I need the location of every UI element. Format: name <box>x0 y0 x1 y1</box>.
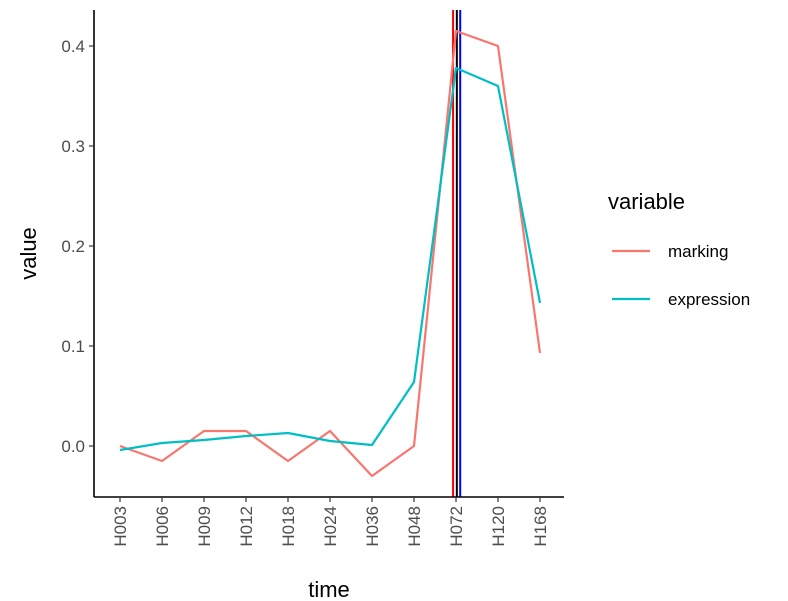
legend-title: variable <box>608 189 685 214</box>
x-tick-label: H018 <box>279 506 298 547</box>
y-tick-label: 0.0 <box>61 437 85 456</box>
series-lines <box>119 29 542 478</box>
y-axis-ticks: 0.0 0.1 0.2 0.3 0.4 <box>61 37 94 456</box>
y-tick-label: 0.2 <box>61 237 85 256</box>
x-tick-label: H048 <box>405 506 424 547</box>
series-line-expression <box>119 66 542 452</box>
y-tick-label: 0.4 <box>61 37 85 56</box>
legend: variable marking expression <box>608 189 750 309</box>
legend-label-expression: expression <box>668 290 750 309</box>
x-tick-label: H072 <box>447 506 466 547</box>
x-tick-label: H120 <box>489 506 508 547</box>
legend-items: marking expression <box>612 242 750 309</box>
x-tick-label: H168 <box>531 506 550 547</box>
y-tick-label: 0.3 <box>61 137 85 156</box>
series-line-marking <box>119 29 542 478</box>
x-tick-label: H006 <box>153 506 172 547</box>
x-axis-title: time <box>308 577 350 601</box>
axes <box>93 10 564 498</box>
y-axis-title: value <box>16 227 41 280</box>
legend-label-marking: marking <box>668 242 728 261</box>
x-tick-label: H009 <box>195 506 214 547</box>
y-tick-label: 0.1 <box>61 337 85 356</box>
x-tick-label: H003 <box>111 506 130 547</box>
x-axis-ticks: H003 H006 H009 H012 H018 H024 H036 H048 H072 H120… <box>111 497 550 547</box>
x-tick-label: H024 <box>321 506 340 547</box>
x-tick-label: H012 <box>237 506 256 547</box>
x-tick-label: H036 <box>363 506 382 547</box>
